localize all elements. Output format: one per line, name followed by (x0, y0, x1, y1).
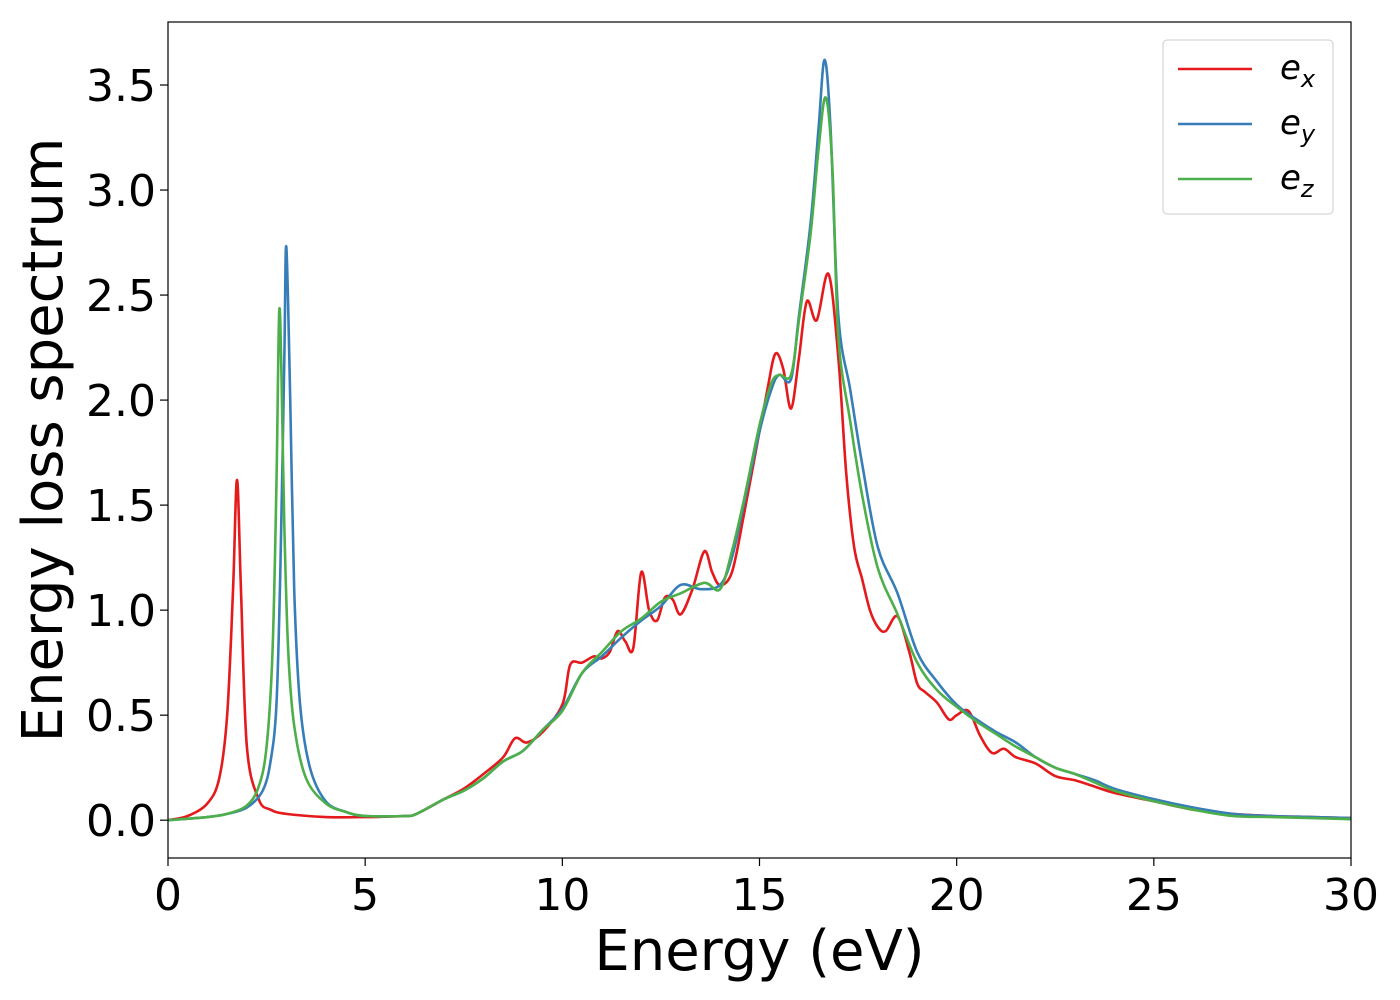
legend-label: ex (1280, 48, 1316, 93)
x-tick-label: 25 (1126, 870, 1182, 921)
x-axis: 0 5 10 15 20 25 30 (154, 858, 1379, 921)
x-axis-label: Energy (eV) (594, 919, 924, 984)
x-tick-label: 15 (732, 870, 788, 921)
y-tick-label: 3.0 (86, 166, 156, 217)
y-tick-label: 1.0 (86, 586, 156, 637)
legend: ex ey ez (1162, 39, 1334, 215)
series-line-x (168, 272, 1351, 822)
legend-label: ey (1280, 103, 1316, 148)
y-tick-label: 3.5 (86, 61, 156, 112)
y-tick-label: 2.0 (86, 376, 156, 427)
x-tick-label: 30 (1323, 870, 1379, 921)
legend-item-x: ex (1178, 48, 1316, 93)
series-line-z (168, 96, 1351, 822)
legend-item-z: ez (1178, 158, 1315, 203)
legend-item-y: ey (1178, 103, 1316, 148)
y-tick-label: 0.5 (86, 691, 156, 742)
x-tick-label: 5 (351, 870, 379, 921)
y-tick-label: 0.0 (86, 796, 156, 847)
series-layer (168, 58, 1351, 822)
x-tick-label: 10 (534, 870, 590, 921)
y-axis: 0.0 0.5 1.0 1.5 2.0 2.5 3.0 3.5 (86, 61, 168, 847)
legend-label: ez (1280, 158, 1315, 203)
series-line-y (168, 58, 1351, 822)
y-axis-label: Energy loss spectrum (11, 138, 76, 743)
y-tick-label: 1.5 (86, 481, 156, 532)
x-tick-label: 20 (929, 870, 985, 921)
x-tick-label: 0 (154, 870, 182, 921)
legend-box (1162, 39, 1334, 215)
y-tick-label: 2.5 (86, 271, 156, 322)
